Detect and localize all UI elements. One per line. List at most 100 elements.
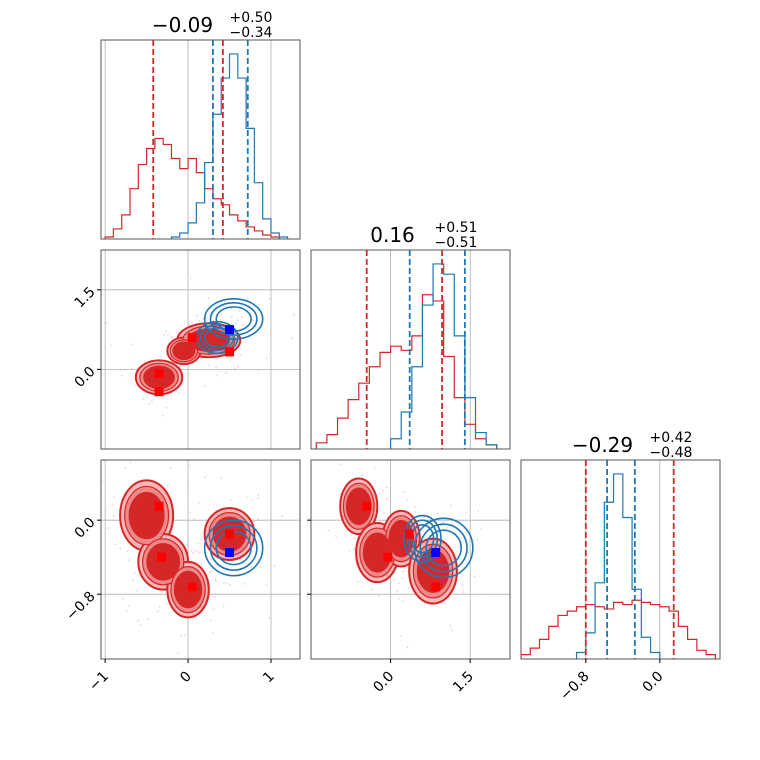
mode-marker-red — [225, 529, 235, 539]
y-tick-label: 1.5 — [72, 284, 99, 311]
sample-dot-red — [119, 547, 122, 550]
density-contour-red — [128, 491, 165, 540]
sample-dot-red — [413, 506, 416, 508]
sample-dot-red — [122, 597, 125, 600]
sample-dot-red — [396, 590, 399, 593]
x-tick-label: 1 — [260, 669, 278, 687]
sample-dot-red — [322, 457, 324, 459]
sample-dot-red — [377, 594, 380, 597]
sample-dot-red — [212, 608, 215, 611]
sample-dot-red — [257, 369, 260, 372]
sample-dot-red — [171, 335, 174, 338]
histogram-red-p0 — [104, 137, 280, 239]
sample-dot-red — [110, 344, 112, 347]
sample-dot-red — [191, 321, 194, 324]
sample-dot-red — [147, 402, 150, 405]
sample-dot-red — [403, 567, 405, 570]
sample-dot-red — [400, 634, 403, 637]
sample-dot-red — [130, 367, 133, 370]
sample-dot-red — [198, 502, 201, 505]
sample-dot-red — [141, 458, 143, 460]
sample-dot-red — [221, 314, 223, 316]
title-minus-p1: −0.51 — [435, 235, 478, 251]
sample-dot-red — [203, 385, 206, 387]
sample-dot-red — [353, 547, 355, 550]
sample-dot-red — [451, 629, 454, 632]
sample-dot-blue — [236, 319, 239, 321]
sample-dot-red — [178, 392, 181, 395]
sample-dot-red — [131, 343, 134, 346]
sample-dot-blue — [268, 617, 271, 620]
sample-dot-red — [196, 550, 199, 553]
sample-dot-red — [257, 497, 260, 500]
sample-dot-red — [406, 646, 409, 649]
sample-dot-red — [170, 337, 173, 340]
joint-panel-p1-p2 — [310, 444, 516, 660]
marginal-panel-p2: −0.29 +0.42−0.48 — [520, 430, 721, 660]
sample-dot-red — [156, 610, 159, 613]
sample-dot-red — [129, 461, 132, 464]
sample-dot-red — [386, 486, 388, 489]
sample-dot-red — [128, 604, 130, 607]
histogram-blue-p0 — [170, 53, 289, 239]
sample-dot-red — [393, 578, 395, 581]
sample-dot-red — [327, 529, 330, 532]
sample-dot-red — [293, 314, 296, 316]
sample-dot-red — [161, 414, 164, 417]
sample-dot-red — [357, 581, 359, 583]
sample-dot-red — [461, 584, 464, 587]
sample-dot-blue — [250, 566, 253, 568]
sample-dot-red — [150, 400, 153, 402]
sample-dot-blue — [238, 310, 241, 312]
sample-dot-blue — [219, 318, 222, 321]
sample-dot-red — [112, 496, 115, 498]
histogram-red-p2 — [521, 599, 716, 659]
sample-dot-red — [120, 374, 123, 377]
sample-dot-blue — [333, 552, 335, 554]
sample-dot-red — [236, 365, 239, 368]
sample-dot-blue — [436, 512, 439, 515]
sample-dot-red — [178, 365, 181, 368]
sample-dot-red — [343, 444, 345, 446]
sample-dot-red — [165, 406, 168, 409]
sample-dot-blue — [514, 572, 516, 574]
x-tick-label: −1 — [86, 669, 112, 695]
sample-dot-red — [204, 476, 206, 479]
sample-dot-red — [105, 322, 108, 324]
sample-dot-red — [229, 359, 232, 362]
sample-dot-red — [161, 593, 164, 596]
sample-dot-blue — [244, 583, 247, 585]
sample-dot-blue — [269, 329, 272, 332]
sample-dot-red — [225, 371, 228, 374]
sample-dot-red — [402, 600, 404, 603]
x-tick-label: 0 — [177, 669, 195, 687]
sample-dot-red — [257, 517, 260, 520]
sample-dot-blue — [207, 296, 210, 299]
sample-dot-blue — [485, 593, 488, 596]
title-minus-p2: −0.48 — [650, 445, 693, 461]
sample-dot-blue — [469, 577, 472, 580]
mode-marker-red — [225, 347, 235, 357]
marginal-panel-p0: −0.09 +0.50−0.34 — [100, 10, 301, 240]
sample-dot-red — [193, 518, 196, 520]
sample-dot-red — [397, 582, 400, 585]
sample-dot-red — [114, 543, 117, 546]
title-plus-p2: +0.42 — [650, 430, 693, 446]
sample-dot-red — [406, 499, 409, 502]
sample-dot-red — [184, 634, 186, 637]
sample-dot-blue — [408, 586, 410, 589]
sample-dot-red — [462, 591, 465, 593]
sample-dot-red — [186, 486, 189, 489]
sample-dot-red — [397, 597, 400, 600]
sample-dot-red — [158, 605, 161, 608]
histogram-blue-p1 — [390, 263, 498, 449]
joint-panel-p0-p2 — [100, 445, 335, 660]
sample-dot-red — [159, 355, 162, 358]
sample-dot-red — [381, 489, 384, 492]
sample-dot-red — [199, 551, 201, 554]
density-contour-red — [146, 543, 181, 581]
sample-dot-red — [188, 323, 191, 326]
sample-dot-red — [379, 492, 381, 495]
sample-dot-red — [122, 445, 124, 447]
